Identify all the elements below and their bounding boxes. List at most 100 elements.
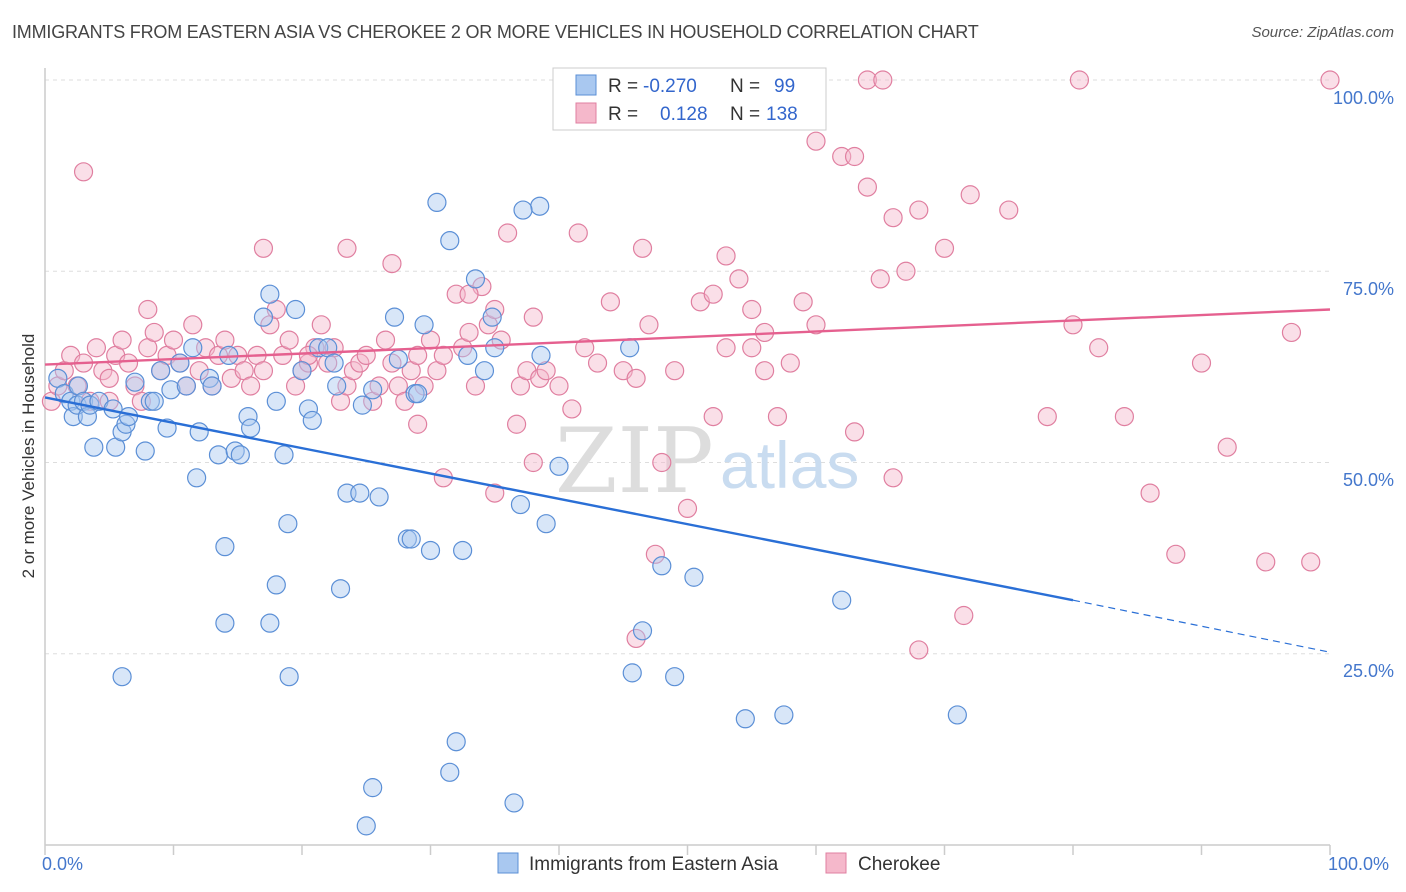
eastern-asia-point-9 — [84, 437, 104, 457]
eastern-asia-point-15 — [118, 407, 139, 427]
eastern-asia-point-25 — [183, 338, 203, 358]
eastern-asia-point-38 — [260, 284, 280, 304]
cherokee-point-86 — [677, 498, 698, 518]
cherokee-point-82 — [626, 368, 646, 388]
eastern-asia-point-82 — [260, 613, 280, 633]
eastern-asia-point-22 — [161, 380, 181, 400]
watermark: ZIP atlas — [555, 409, 859, 514]
eastern-asia-point-83 — [279, 667, 299, 687]
watermark-zip: ZIP — [555, 409, 714, 514]
cherokee-point-110 — [1114, 407, 1135, 427]
eastern-asia-point-73 — [549, 456, 569, 476]
cherokee-point-146 — [408, 414, 428, 434]
eastern-asia-point-17 — [135, 441, 155, 461]
cherokee-point-143 — [703, 407, 723, 427]
cherokee-point-137 — [883, 468, 903, 488]
eastern-asia-point-40 — [274, 445, 294, 465]
cherokee-point-126 — [716, 338, 736, 358]
cherokee-point-111 — [1140, 483, 1160, 503]
cherokee-point-94 — [780, 353, 800, 373]
cherokee-point-89 — [716, 246, 736, 266]
eastern-asia-point-48 — [324, 353, 344, 373]
eastern-asia-point-94 — [665, 667, 685, 687]
cherokee-point-64 — [459, 322, 479, 343]
eastern-asia-point-85 — [330, 579, 351, 599]
eastern-asia-point-59 — [408, 384, 428, 404]
eastern-asia-point-97 — [684, 567, 704, 587]
series-legend-label-blue: Immigrants from Eastern Asia — [529, 854, 779, 875]
cherokee-point-88 — [703, 284, 723, 304]
cherokee-point-31 — [241, 376, 261, 396]
eastern-asia-point-79 — [774, 705, 794, 725]
legend-frame — [552, 67, 827, 131]
eastern-asia-point-93 — [513, 200, 533, 220]
legend-r-value-pink: 0.128 — [660, 104, 708, 125]
cherokee-point-102 — [896, 261, 916, 281]
eastern-asia-point-7 — [77, 407, 98, 427]
cherokee-point-16 — [144, 322, 164, 343]
cherokee-point-48 — [350, 353, 370, 373]
eastern-asia-point-14 — [116, 414, 136, 434]
cherokee-point-130 — [1069, 70, 1090, 90]
cherokee-point-11 — [112, 330, 132, 350]
cherokee-point-135 — [645, 544, 665, 564]
eastern-asia-point-29 — [202, 376, 222, 396]
y-tick-label-25: 25.0% — [1343, 661, 1394, 681]
legend-swatch-blue — [575, 74, 597, 96]
cherokee-trend-line — [44, 308, 1331, 366]
eastern-asia-point-95 — [832, 590, 852, 610]
eastern-asia-point-24 — [176, 376, 196, 396]
eastern-asia-point-54 — [384, 307, 405, 327]
eastern-asia-point-55 — [388, 349, 408, 369]
eastern-asia-point-84 — [266, 575, 286, 595]
eastern-asia-trend-extension — [1072, 599, 1331, 653]
eastern-asia-point-98 — [632, 621, 653, 641]
cherokee-point-65 — [465, 376, 486, 396]
eastern-asia-point-80 — [112, 667, 132, 687]
legend-n-value-blue: 99 — [774, 76, 795, 97]
eastern-asia-point-42 — [285, 299, 306, 320]
cherokee-point-144 — [485, 483, 505, 503]
eastern-asia-trend-line — [44, 396, 1074, 602]
cherokee-point-33 — [253, 361, 274, 381]
cherokee-point-127 — [806, 315, 826, 335]
legend-n-label-pink: N = — [730, 104, 760, 125]
series-legend-swatch-pink — [825, 852, 847, 874]
eastern-asia-points — [48, 70, 967, 836]
cherokee-point-106 — [999, 200, 1019, 220]
cherokee-point-93 — [767, 407, 788, 427]
legend-r-value-blue: -0.270 — [643, 76, 697, 97]
cherokee-point-103 — [909, 200, 929, 220]
eastern-asia-point-88 — [363, 778, 383, 798]
stats-legend: R = -0.270 N = 99 R = 0.128 N = 138 — [552, 67, 827, 131]
cherokee-point-9 — [99, 368, 119, 388]
eastern-asia-point-52 — [352, 395, 372, 415]
x-tick-label-min: 0.0% — [42, 854, 83, 874]
cherokee-point-129 — [873, 70, 893, 90]
eastern-asia-point-96 — [947, 705, 967, 725]
eastern-asia-point-69 — [510, 494, 531, 515]
eastern-asia-point-34 — [230, 445, 250, 465]
cherokee-point-117 — [1301, 552, 1321, 572]
cherokee-point-100 — [870, 269, 890, 289]
eastern-asia-point-39 — [266, 391, 286, 411]
eastern-asia-point-16 — [125, 372, 145, 392]
eastern-asia-point-37 — [253, 307, 274, 327]
cherokee-point-105 — [960, 185, 980, 205]
cherokee-point-122 — [337, 238, 357, 258]
cherokee-point-22 — [183, 315, 203, 335]
eastern-asia-point-23 — [170, 353, 190, 373]
cherokee-point-108 — [1063, 315, 1083, 335]
cherokee-point-91 — [742, 338, 762, 358]
eastern-asia-point-57 — [401, 529, 421, 549]
cherokee-point-136 — [754, 361, 775, 381]
cherokee-point-141 — [844, 422, 865, 442]
eastern-asia-point-41 — [278, 514, 298, 534]
cherokee-point-112 — [1166, 544, 1186, 564]
cherokee-point-107 — [1037, 407, 1057, 427]
eastern-asia-point-90 — [446, 732, 466, 752]
cherokee-point-23 — [189, 361, 209, 381]
cherokee-point-83 — [639, 315, 659, 335]
cherokee-point-61 — [433, 345, 453, 365]
eastern-asia-point-64 — [458, 345, 478, 365]
